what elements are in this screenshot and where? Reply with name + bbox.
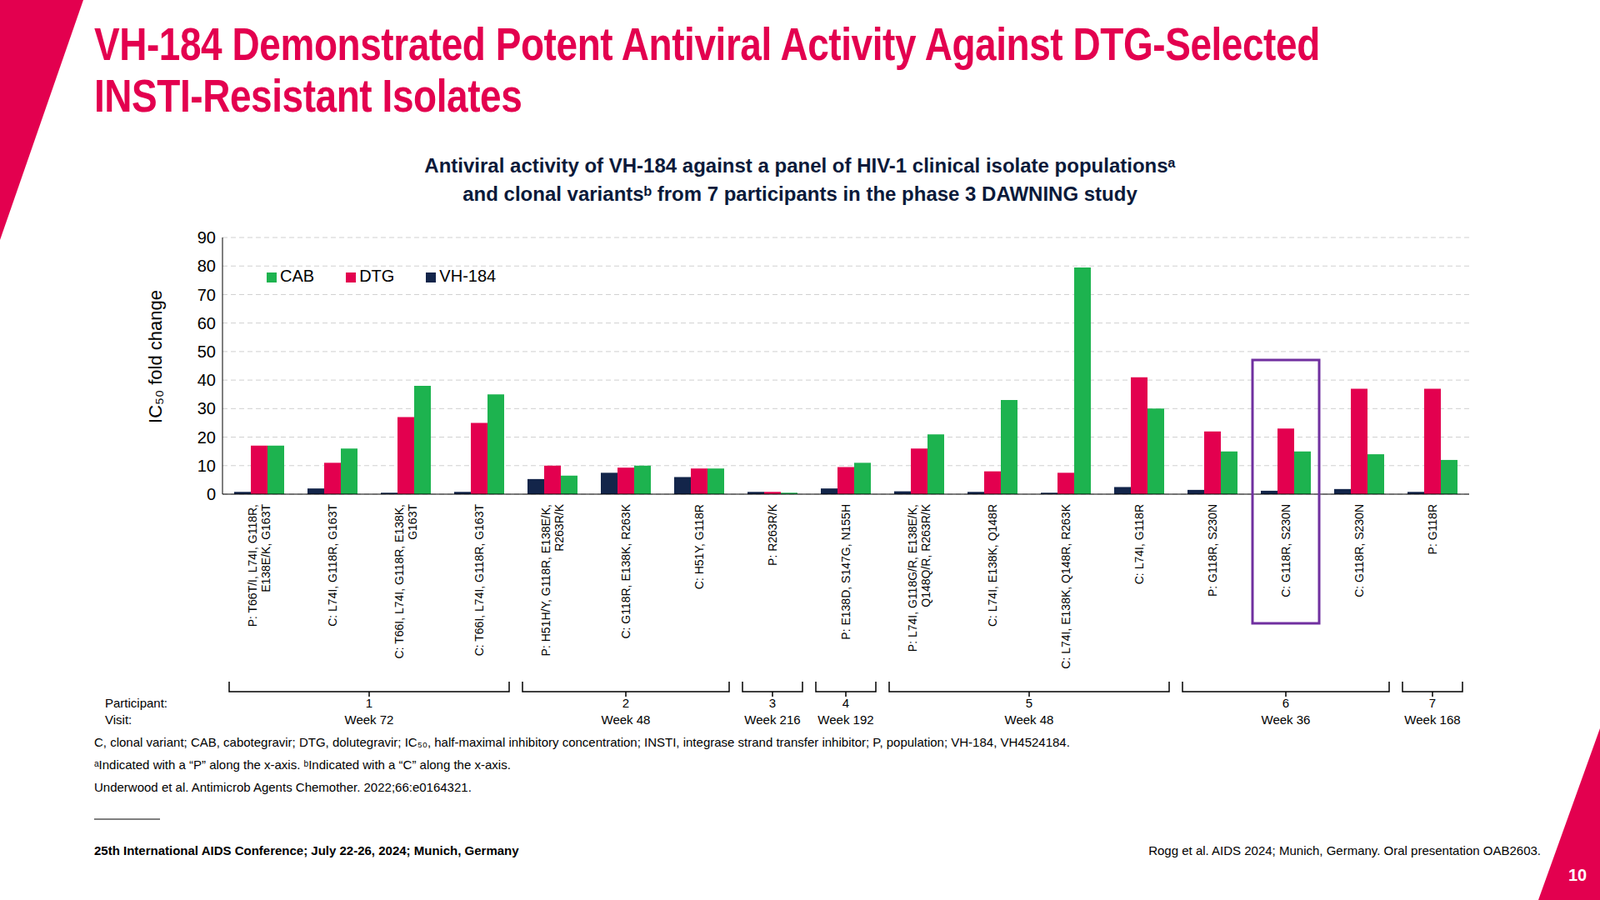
svg-text:P: T66T/I, L74I, G118R,E138E/K: P: T66T/I, L74I, G118R,E138E/K, G163T — [245, 504, 273, 628]
svg-text:C: T66I, L74I, G118R, E138K,G1: C: T66I, L74I, G118R, E138K,G163T — [392, 504, 420, 660]
svg-text:C: G118R, E138K, R263K: C: G118R, E138K, R263K — [619, 503, 633, 639]
svg-text:10: 10 — [197, 456, 216, 475]
svg-text:P: R263R/K: P: R263R/K — [765, 503, 780, 566]
svg-text:ᵃIndicated with a “P” along th: ᵃIndicated with a “P” along the x-axis. … — [94, 757, 511, 772]
svg-text:P: G118R: P: G118R — [1425, 504, 1440, 555]
svg-text:6: 6 — [1282, 695, 1290, 710]
svg-text:7: 7 — [1429, 695, 1436, 710]
svg-text:40: 40 — [197, 370, 216, 390]
html-text:Antiviral activity of VH-184 a: Antiviral activity of VH-184 against a p… — [424, 154, 1176, 205]
svg-text:Week 72: Week 72 — [345, 712, 395, 727]
svg-text:C: L74I, G118R: C: L74I, G118R — [1132, 504, 1146, 585]
svg-text:50: 50 — [197, 342, 216, 361]
svg-text:80: 80 — [197, 256, 216, 275]
svg-text:C: L74I, E138K, Q148R, R263K: C: L74I, E138K, Q148R, R263K — [1059, 503, 1073, 669]
svg-text:C: T66I, L74I, G118R, G163T: C: T66I, L74I, G118R, G163T — [472, 504, 486, 657]
svg-text:1: 1 — [365, 695, 373, 710]
html-text:DTG: DTG — [359, 266, 395, 285]
svg-text:C: G118R, S230N: C: G118R, S230N — [1279, 504, 1293, 598]
svg-text:Week 216: Week 216 — [744, 712, 800, 727]
svg-text:60: 60 — [197, 314, 216, 333]
svg-text:C: H51Y, G118R: C: H51Y, G118R — [692, 504, 706, 590]
html-text:VH-184: VH-184 — [439, 266, 496, 285]
svg-text:C, clonal variant; CAB, cabote: C, clonal variant; CAB, cabotegravir; DT… — [94, 735, 1070, 750]
svg-text:10: 10 — [1568, 865, 1587, 885]
svg-text:90: 90 — [197, 228, 216, 247]
svg-text:3: 3 — [769, 695, 776, 710]
svg-text:Rogg et al. AIDS 2024; Munich,: Rogg et al. AIDS 2024; Munich, Germany. … — [1148, 843, 1541, 858]
svg-text:C: L74I, G118R, G163T: C: L74I, G118R, G163T — [325, 504, 340, 627]
svg-text:20: 20 — [197, 428, 216, 447]
svg-text:Week 48: Week 48 — [601, 712, 651, 727]
svg-text:25th International AIDS Confer: 25th International AIDS Conference; July… — [94, 843, 520, 858]
svg-text:5: 5 — [1025, 695, 1033, 710]
svg-text:70: 70 — [197, 285, 216, 305]
html-text:IC₅₀ fold change: IC₅₀ fold change — [145, 289, 166, 423]
svg-text:Underwood et al. Antimicrob Ag: Underwood et al. Antimicrob Agents Chemo… — [94, 780, 472, 795]
svg-text:2: 2 — [622, 695, 630, 710]
svg-text:P: H51H/Y, G118R, E138E/K,R263: P: H51H/Y, G118R, E138E/K,R263R/K — [539, 503, 566, 656]
svg-text:30: 30 — [197, 399, 216, 418]
svg-text:P: G118R, S230N: P: G118R, S230N — [1205, 504, 1220, 597]
svg-text:Participant:: Participant: — [105, 695, 168, 710]
html-text:CAB: CAB — [280, 266, 315, 285]
svg-text:Week 36: Week 36 — [1261, 712, 1311, 727]
svg-text:Week 48: Week 48 — [1005, 712, 1055, 727]
svg-text:4: 4 — [842, 695, 850, 710]
svg-text:0: 0 — [206, 485, 216, 504]
svg-text:C: L74I, E138K, Q148R: C: L74I, E138K, Q148R — [985, 504, 1000, 627]
svg-text:Visit:: Visit: — [105, 712, 132, 727]
svg-text:P: L74I, G118G/R, E138E/K,Q148: P: L74I, G118G/R, E138E/K,Q148Q/R, R263R… — [905, 503, 933, 652]
svg-text:P: E138D, S147G, N155H: P: E138D, S147G, N155H — [839, 504, 853, 640]
svg-text:Week 168: Week 168 — [1404, 712, 1460, 727]
svg-text:C: G118R, S230N: C: G118R, S230N — [1352, 504, 1366, 598]
html-text:VH-184 Demonstrated Potent Ant: VH-184 Demonstrated Potent Antiviral Act… — [94, 17, 1320, 122]
svg-text:Week 192: Week 192 — [817, 712, 874, 727]
